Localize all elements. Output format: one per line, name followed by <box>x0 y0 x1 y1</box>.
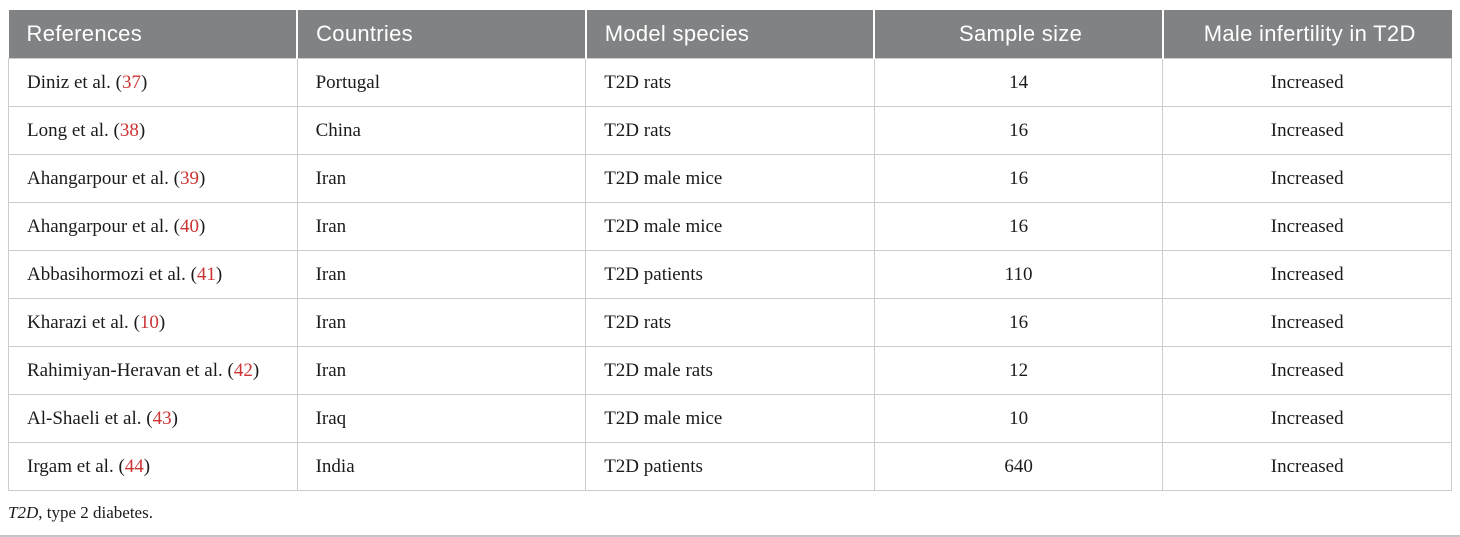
reference-label: Rahimiyan-Heravan et al. <box>27 359 223 381</box>
table-row: Kharazi et al. (10) Iran T2D rats 16 Increas… <box>8 298 1452 347</box>
table-row: Rahimiyan-Heravan et al. (42) Iran T2D mal… <box>8 346 1452 395</box>
cell-reference: Rahimiyan-Heravan et al. (42) <box>8 346 298 395</box>
table-row: Irgam et al. (44) India T2D patients 640 Inc… <box>8 442 1452 491</box>
cell-model-species: T2D male mice <box>585 154 875 203</box>
cell-reference: Kharazi et al. (10) <box>8 298 298 347</box>
reference-label: Al-Shaeli et al. <box>27 407 142 429</box>
cell-model-species: T2D patients <box>585 250 875 299</box>
footnote-text: , type 2 diabetes. <box>38 503 153 522</box>
cell-reference: Ahangarpour et al. (39) <box>8 154 298 203</box>
cell-infertility-outcome: Increased <box>1162 106 1452 155</box>
reference-number-link[interactable]: 38 <box>119 119 139 141</box>
reference-number-link[interactable]: 44 <box>124 455 144 477</box>
column-header-model-species: Model species <box>584 10 875 59</box>
cell-country: Iran <box>296 298 587 347</box>
reference-number-link[interactable]: 39 <box>180 167 199 189</box>
reference-label: Ahangarpour et al. <box>27 215 169 237</box>
footnote-abbreviation: T2D <box>8 503 39 522</box>
table-row: Al-Shaeli et al. (43) Iraq T2D male mice 10… <box>8 394 1452 443</box>
cell-model-species: T2D rats <box>585 58 875 107</box>
reference-label: Ahangarpour et al. <box>27 167 169 189</box>
cell-model-species: T2D patients <box>585 442 875 491</box>
cell-reference: Al-Shaeli et al. (43) <box>8 394 298 443</box>
cell-country: Iran <box>296 346 587 395</box>
table-footnote: T2D, type 2 diabetes. <box>8 503 1460 523</box>
cell-model-species: T2D rats <box>585 298 875 347</box>
reference-number-link[interactable]: 42 <box>233 359 253 381</box>
cell-sample-size: 14 <box>873 58 1164 107</box>
cell-country: Iran <box>296 154 587 203</box>
cell-sample-size: 16 <box>873 154 1164 203</box>
cell-country: Iran <box>296 202 587 251</box>
column-header-countries: Countries <box>296 10 586 59</box>
cell-model-species: T2D male mice <box>585 202 875 251</box>
cell-country: Portugal <box>296 58 587 107</box>
cell-sample-size: 10 <box>873 394 1164 443</box>
reference-number-link[interactable]: 41 <box>196 263 216 285</box>
table-row: Long et al. (38) China T2D rats 16 Increased <box>8 106 1452 155</box>
reference-label: Abbasihormozi et al. <box>27 263 186 285</box>
cell-reference: Abbasihormozi et al. (41) <box>8 250 298 299</box>
cell-sample-size: 12 <box>873 346 1164 395</box>
cell-sample-size: 16 <box>873 298 1164 347</box>
cell-country: Iran <box>296 250 587 299</box>
reference-number-link[interactable]: 43 <box>152 407 172 429</box>
cell-reference: Irgam et al. (44) <box>8 442 298 491</box>
reference-label: Kharazi et al. <box>27 311 129 333</box>
reference-number-link[interactable]: 37 <box>121 71 141 93</box>
column-header-male-infertility-in-t2d: Male infertility in T2D <box>1161 10 1452 59</box>
cell-infertility-outcome: Increased <box>1162 154 1452 203</box>
cell-sample-size: 16 <box>873 202 1164 251</box>
cell-reference: Ahangarpour et al. (40) <box>8 202 298 251</box>
study-table: References Countries Model species Sample s… <box>8 10 1452 491</box>
header-row: References Countries Model species Sample s… <box>8 10 1452 59</box>
cell-country: Iraq <box>296 394 587 443</box>
column-header-sample-size: Sample size <box>873 10 1163 59</box>
table-row: Ahangarpour et al. (40) Iran T2D male mice… <box>8 202 1452 251</box>
cell-infertility-outcome: Increased <box>1162 250 1452 299</box>
cell-infertility-outcome: Increased <box>1162 346 1452 395</box>
cell-model-species: T2D male rats <box>585 346 875 395</box>
cell-reference: Long et al. (38) <box>8 106 298 155</box>
cell-infertility-outcome: Increased <box>1162 442 1452 491</box>
table-row: Ahangarpour et al. (39) Iran T2D male mice… <box>8 154 1452 203</box>
column-header-references: References <box>8 10 298 59</box>
table-row: Diniz et al. (37) Portugal T2D rats 14 Incre… <box>8 58 1452 107</box>
table-body: Diniz et al. (37) Portugal T2D rats 14 Incre… <box>8 58 1452 491</box>
cell-sample-size: 110 <box>873 250 1164 299</box>
reference-number-link[interactable]: 40 <box>180 215 199 237</box>
cell-country: India <box>296 442 587 491</box>
cell-infertility-outcome: Increased <box>1162 394 1452 443</box>
cell-infertility-outcome: Increased <box>1162 58 1452 107</box>
cell-sample-size: 640 <box>873 442 1164 491</box>
reference-label: Diniz et al. <box>27 71 111 93</box>
cell-model-species: T2D rats <box>585 106 875 155</box>
reference-label: Irgam et al. <box>27 455 114 477</box>
cell-model-species: T2D male mice <box>585 394 875 443</box>
cell-infertility-outcome: Increased <box>1162 298 1452 347</box>
cell-infertility-outcome: Increased <box>1162 202 1452 251</box>
cell-sample-size: 16 <box>873 106 1164 155</box>
reference-number-link[interactable]: 10 <box>139 311 159 333</box>
cell-country: China <box>296 106 587 155</box>
cell-reference: Diniz et al. (37) <box>8 58 298 107</box>
table-row: Abbasihormozi et al. (41) Iran T2D patient… <box>8 250 1452 299</box>
reference-label: Long et al. <box>27 119 109 141</box>
